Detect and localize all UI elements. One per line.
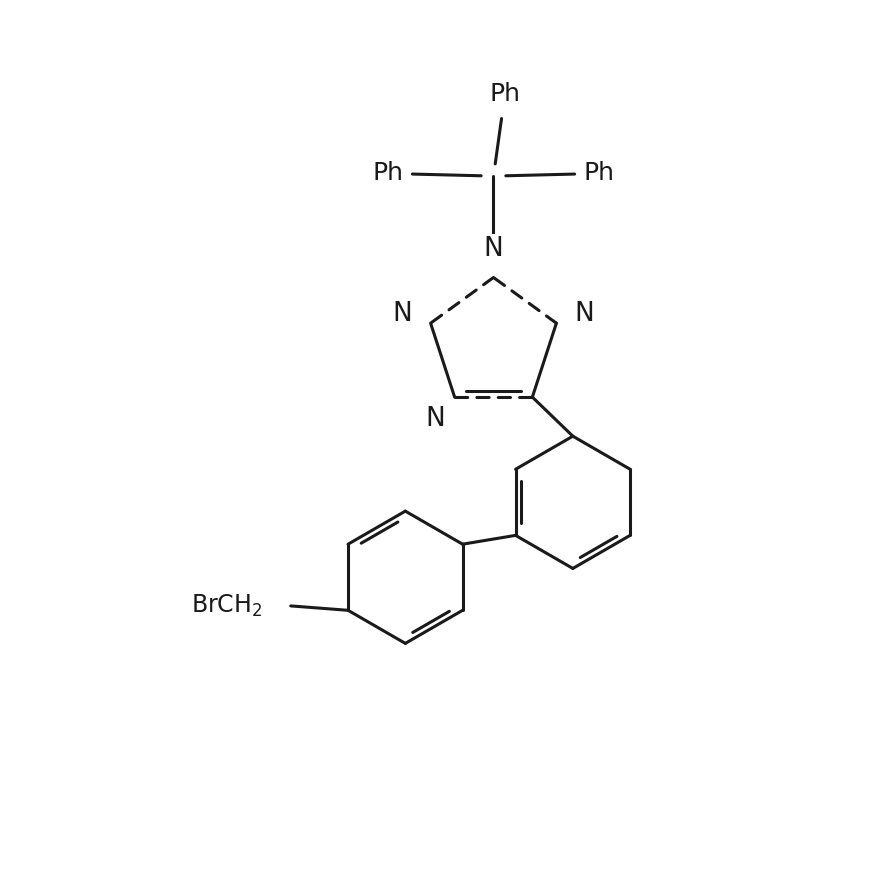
Text: Ph: Ph <box>372 161 403 185</box>
Text: Ph: Ph <box>584 161 615 185</box>
Text: N: N <box>392 301 413 327</box>
Text: N: N <box>483 236 504 263</box>
Text: N: N <box>574 301 595 327</box>
Text: N: N <box>425 406 446 432</box>
Text: Ph: Ph <box>490 82 521 106</box>
Text: BrCH$_2$: BrCH$_2$ <box>191 593 263 619</box>
